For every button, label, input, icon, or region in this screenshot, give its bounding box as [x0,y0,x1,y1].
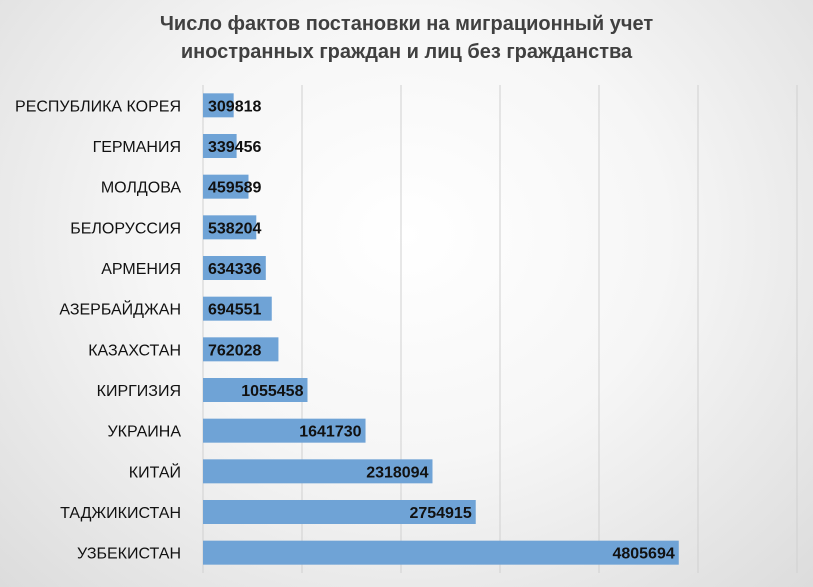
category-label: АРМЕНИЯ [101,261,181,278]
bar [203,418,366,443]
data-label: 4805694 [612,546,674,563]
chart-title-line-1: Число фактов постановки на миграционный … [159,13,654,35]
bar [203,256,266,280]
bar [203,215,257,240]
bar [203,134,237,158]
data-label: 694551 [208,302,261,319]
data-label: 634336 [208,261,261,278]
chart-title-line-2: иностранных граждан и лиц без гражданств… [180,41,633,63]
category-label: КИРГИЗИЯ [97,383,181,400]
data-label: 1641730 [299,424,361,441]
category-label: ТАДЖИКИСТАН [60,505,181,522]
chart-title: Число фактов постановки на миграционный … [0,10,813,66]
data-label: 309818 [208,98,261,115]
data-label: 538204 [208,220,261,237]
category-label: КИТАЙ [129,462,181,481]
category-label: АЗЕРБАЙДЖАН [59,300,181,319]
bar [203,540,679,565]
category-label: КАЗАХСТАН [88,342,181,359]
category-label: БЕЛОРУССИЯ [70,220,181,237]
bar [203,93,234,118]
bar [203,296,272,321]
category-label: МОЛДОВА [101,180,182,197]
bar [203,500,476,524]
data-label: 459589 [208,180,261,197]
data-label: 1055458 [241,383,303,400]
category-label: РЕСПУБЛИКА КОРЕЯ [15,98,181,115]
data-label: 2318094 [366,464,428,481]
data-label: 339456 [208,139,261,156]
bar [203,337,279,362]
category-label: ГЕРМАНИЯ [93,139,181,156]
data-label: 2754915 [409,505,471,522]
category-label: УЗБЕКИСТАН [77,546,181,563]
bar [203,459,433,484]
category-label: УКРАИНА [108,424,182,441]
data-label: 762028 [208,342,261,359]
bar [203,174,249,199]
bar [203,378,308,402]
